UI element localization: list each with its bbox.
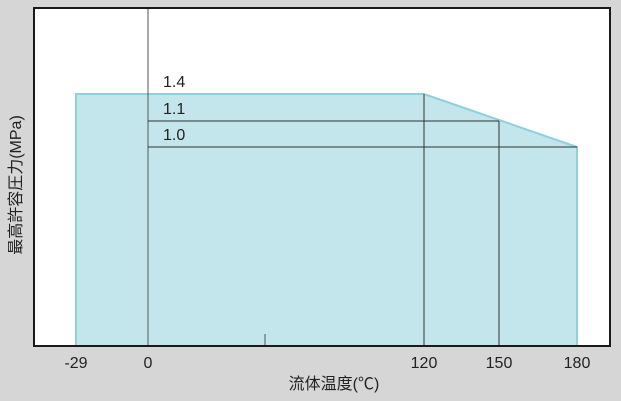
x-tick-label: 120: [411, 355, 438, 372]
x-tick-label: 180: [564, 355, 591, 372]
x-tick-label: 0: [144, 355, 153, 372]
x-axis-label: 流体温度(℃): [289, 375, 380, 393]
x-tick-label: 150: [486, 355, 513, 372]
pressure-label: 1.4: [163, 74, 185, 91]
x-tick-label: -29: [64, 355, 87, 372]
allowable-pressure-area: [75, 93, 578, 347]
y-axis-label: 最高許容圧力(MPa): [7, 115, 25, 255]
pressure-label: 1.1: [163, 101, 185, 118]
pressure-label: 1.0: [163, 127, 185, 144]
plot-frame: [33, 7, 611, 347]
